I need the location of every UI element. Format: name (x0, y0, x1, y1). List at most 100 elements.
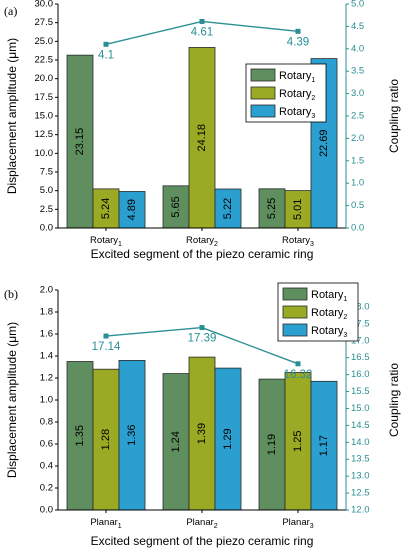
y2-tick-label: 14.0 (351, 437, 370, 448)
bar (284, 190, 312, 229)
panel-label: (a) (4, 4, 17, 18)
y2-tick-label: 2.5 (351, 111, 364, 122)
y2-tick-label: 13.0 (351, 471, 370, 482)
y2-tick-label: 0.0 (351, 223, 364, 234)
y-tick-label: 7.5 (40, 167, 53, 178)
y2-tick-label: 17.5 (351, 318, 370, 329)
coupling-ratio-label: 4.1 (98, 49, 114, 61)
y2-axis-title: Coupling ratio (387, 79, 401, 153)
bar (66, 361, 94, 511)
coupling-ratio-point (199, 325, 205, 331)
bar (118, 359, 146, 511)
bar-value-label: 1.39 (196, 423, 208, 444)
legend: Rotary1 Rotary2 Rotary3 (277, 282, 359, 342)
legend-swatch (250, 104, 276, 118)
x-tick-label: Rotary3 (282, 235, 314, 248)
y2-tick-label: 4.0 (351, 43, 364, 54)
bar-value-label: 23.15 (74, 128, 86, 156)
y2-axis-title: Coupling ratio (387, 363, 401, 437)
y-tick-label: 15.0 (35, 111, 54, 122)
bar-value-label: 5.65 (170, 196, 182, 217)
y2-tick-label: 15.0 (351, 403, 370, 414)
y-tick-label: 30.0 (35, 0, 54, 10)
panel-label: (b) (4, 287, 18, 301)
legend-label: Rotary3 (311, 325, 347, 339)
bar-value-label: 1.17 (318, 435, 330, 456)
y-tick-label: 5.0 (40, 185, 53, 196)
y2-tick-label: 16.5 (351, 352, 370, 363)
y2-tick-label: 3.5 (351, 66, 364, 77)
legend-swatch (282, 305, 308, 319)
y-tick-label: 1.6 (40, 329, 53, 340)
coupling-ratio-label: 4.61 (191, 26, 213, 38)
legend-label: Rotary2 (279, 88, 315, 102)
coupling-ratio-point (103, 41, 109, 47)
bar-value-label: 1.28 (100, 429, 112, 450)
coupling-ratio-point (295, 361, 301, 367)
y-axis-title: Displacement amplitude (μm) (5, 322, 19, 478)
legend-label: Rotary3 (279, 106, 315, 120)
x-tick-label: Planar3 (282, 517, 313, 530)
y-tick-label: 0.0 (40, 223, 53, 234)
coupling-ratio-label: 4.39 (287, 36, 309, 48)
y-tick-label: 1.0 (40, 395, 53, 406)
y-tick-label: 2.5 (40, 204, 53, 215)
y2-tick-label: 16.0 (351, 369, 370, 380)
bar (214, 188, 242, 229)
chart-panel-2: (b) 1.35 1.24 1.19 1.28 1.39 1.25 1.36 1.29 1.17 0… (4, 282, 401, 548)
legend-swatch (282, 323, 308, 337)
y-tick-label: 1.4 (40, 351, 53, 362)
y2-tick-label: 1.0 (351, 178, 364, 189)
y2-tick-label: 13.5 (351, 454, 370, 465)
bar-value-label: 5.25 (266, 198, 278, 219)
y-axis-title: Displacement amplitude (μm) (5, 38, 19, 194)
y2-tick-label: 12.0 (351, 505, 370, 516)
x-tick-label: Planar2 (186, 517, 217, 530)
y-tick-label: 25.0 (35, 36, 54, 47)
bar-value-label: 24.18 (196, 124, 208, 152)
bar-value-label: 22.69 (318, 130, 330, 158)
y-tick-label: 12.5 (35, 129, 54, 140)
bar-value-label: 1.35 (74, 425, 86, 446)
coupling-ratio-label: 16.32 (284, 369, 313, 381)
legend-swatch (250, 86, 276, 100)
bar (258, 378, 286, 511)
y-tick-label: 27.5 (35, 17, 54, 28)
bar (66, 54, 94, 229)
x-tick-label: Rotary2 (186, 235, 218, 248)
bar-value-label: 1.19 (266, 434, 278, 455)
bar (188, 356, 216, 511)
y-tick-label: 0.8 (40, 417, 53, 428)
bar-value-label: 1.29 (222, 428, 234, 449)
y2-tick-label: 14.5 (351, 420, 370, 431)
bar-value-label: 5.22 (222, 198, 234, 219)
y2-tick-label: 17.0 (351, 335, 370, 346)
bar-value-label: 1.25 (292, 431, 304, 452)
legend-label: Rotary1 (279, 70, 315, 84)
coupling-ratio-label: 17.14 (92, 341, 121, 353)
bar-value-label: 1.36 (126, 424, 138, 445)
y-tick-label: 22.5 (35, 55, 54, 66)
y-tick-label: 17.5 (35, 92, 54, 103)
y-tick-label: 1.2 (40, 373, 53, 384)
x-axis-title: Excited segment of the piezo ceramic rin… (91, 534, 314, 548)
y2-tick-label: 3.0 (351, 88, 364, 99)
y2-tick-label: 4.5 (351, 21, 364, 32)
y-tick-label: 0.2 (40, 483, 53, 494)
coupling-ratio-label: 17.39 (188, 333, 217, 345)
bar-value-label: 5.01 (292, 199, 304, 220)
legend-label: Rotary1 (311, 289, 347, 303)
x-tick-label: Planar1 (90, 517, 121, 530)
x-tick-label: Rotary1 (90, 235, 122, 248)
y2-tick-label: 5.0 (351, 0, 364, 10)
bar-value-label: 4.89 (126, 199, 138, 220)
y2-tick-label: 15.5 (351, 386, 370, 397)
bar (162, 185, 190, 229)
bar-value-label: 1.24 (170, 431, 182, 452)
coupling-ratio-point (295, 28, 301, 34)
legend-swatch (250, 68, 276, 82)
y-tick-label: 0.0 (40, 505, 53, 516)
x-axis-title: Excited segment of the piezo ceramic rin… (91, 247, 314, 261)
y-tick-label: 0.6 (40, 439, 53, 450)
